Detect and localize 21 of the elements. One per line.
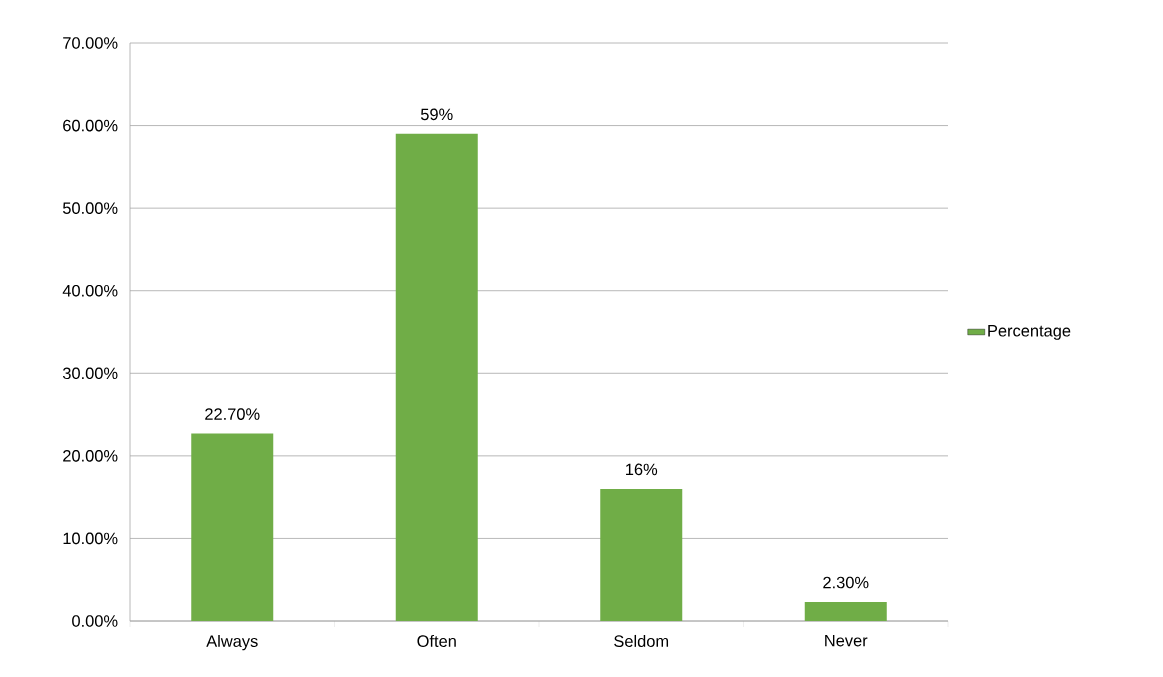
y-tick-label: 60.00% bbox=[63, 119, 118, 132]
x-tick-label: Never bbox=[825, 634, 868, 647]
data-label: 2.30% bbox=[823, 576, 869, 589]
y-tick-label: 40.00% bbox=[62, 284, 118, 297]
y-tick-label: 20.00% bbox=[63, 450, 118, 462]
y-tick-label: 0.00% bbox=[72, 615, 118, 627]
x-tick-label: Seldom bbox=[614, 634, 669, 647]
y-tick-label: 50.00% bbox=[62, 202, 118, 214]
y-tick-label: 70.00% bbox=[63, 37, 118, 49]
bar bbox=[600, 488, 683, 621]
data-label: 22.70% bbox=[205, 408, 260, 420]
y-tick-label: 10.00% bbox=[63, 532, 118, 545]
legend-label: Percentage bbox=[988, 325, 1071, 340]
y-tick-label: 30.00% bbox=[62, 367, 118, 380]
bar bbox=[804, 602, 887, 621]
bar bbox=[191, 433, 274, 621]
x-tick-label: Always bbox=[206, 634, 258, 651]
x-tick-label: Often bbox=[417, 634, 456, 647]
data-label: 16% bbox=[626, 463, 658, 476]
data-label: 59% bbox=[420, 108, 453, 121]
bar bbox=[395, 133, 478, 621]
